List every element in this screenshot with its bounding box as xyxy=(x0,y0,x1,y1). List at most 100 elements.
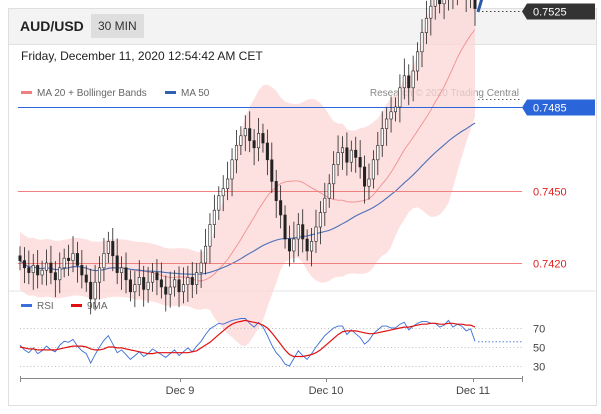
candle-body xyxy=(279,200,283,216)
candle-body xyxy=(199,262,203,273)
candle-body xyxy=(340,147,344,153)
candle-body xyxy=(301,224,305,240)
candle-body xyxy=(80,265,84,276)
ma9-swatch xyxy=(71,303,82,307)
candle-body xyxy=(62,257,66,269)
candle-body xyxy=(27,267,31,273)
candle-body xyxy=(332,164,336,185)
candle-body xyxy=(111,241,115,257)
candle-body xyxy=(208,224,212,247)
candle-body xyxy=(393,106,398,113)
candle-body xyxy=(128,279,132,293)
candle-body xyxy=(367,178,371,187)
candle-body xyxy=(195,272,199,285)
candle-body xyxy=(133,284,137,293)
candle-body xyxy=(248,128,252,141)
candle-body xyxy=(314,226,318,242)
candle-body xyxy=(234,145,238,161)
timeframe-badge[interactable]: 30 MIN xyxy=(91,14,144,38)
candle-body xyxy=(58,267,62,281)
candle-body xyxy=(354,149,358,158)
candle-body xyxy=(424,17,428,33)
candle-body xyxy=(411,70,415,89)
candle-body xyxy=(159,279,163,288)
candle-body xyxy=(89,281,93,300)
ma9-legend: 9MA xyxy=(71,301,108,312)
candle-body xyxy=(416,51,420,72)
candle-body xyxy=(40,269,44,276)
candle-body xyxy=(380,128,384,146)
candle-body xyxy=(168,286,172,295)
rsi-ma9-line xyxy=(19,319,476,358)
candle-body xyxy=(106,241,110,254)
candle-body xyxy=(115,255,119,273)
candle-body xyxy=(363,166,367,187)
ma50-legend-label: MA 50 xyxy=(181,88,210,99)
candle-body xyxy=(75,253,79,266)
candle-body xyxy=(142,277,146,290)
candle-body xyxy=(124,267,128,281)
candle-body xyxy=(243,128,247,137)
rsi-legend-label: RSI xyxy=(37,301,54,312)
candle-body xyxy=(18,255,22,261)
price-level-tag-3 xyxy=(522,99,595,116)
bollinger-legend-label: MA 20 + Bollinger Bands xyxy=(37,88,147,99)
rsi-tick-label: 50 xyxy=(533,343,545,355)
ma9-legend-label: 9MA xyxy=(87,301,108,312)
chart-timestamp: Friday, December 11, 2020 12:54:42 AM CE… xyxy=(21,49,263,63)
candle-body xyxy=(120,267,124,273)
bollinger-band xyxy=(20,0,475,347)
chart-header: AUD/USD 30 MIN xyxy=(9,9,596,45)
candle-body xyxy=(433,0,437,7)
price-level-label-5: 0.7420 xyxy=(533,259,567,271)
candle-body xyxy=(261,133,265,144)
candle-body xyxy=(310,241,314,252)
chart-panel: AUD/USD 30 MIN xyxy=(8,8,597,406)
candle-body xyxy=(265,142,269,161)
candle-body xyxy=(84,274,88,283)
candle-body xyxy=(155,272,159,281)
candle-body xyxy=(164,286,168,295)
candle-body xyxy=(102,253,106,269)
candle-body xyxy=(420,32,424,53)
candle-body xyxy=(97,267,102,283)
candle-body xyxy=(429,5,433,19)
bollinger-legend: MA 20 + Bollinger Bands xyxy=(21,88,147,99)
candle-body xyxy=(349,149,353,163)
time-axis-label: Dec 10 xyxy=(309,385,344,397)
candle-body xyxy=(287,238,291,252)
candle-body xyxy=(270,159,274,182)
candle-body xyxy=(345,147,349,163)
candle-body xyxy=(371,159,375,180)
candle-body xyxy=(323,197,327,213)
candle-body xyxy=(137,277,141,285)
projection-arrow-shaft xyxy=(476,0,484,13)
time-axis-label: Dec 11 xyxy=(456,385,490,397)
candle-body xyxy=(239,135,243,146)
ma50-legend: MA 50 xyxy=(165,88,209,99)
candle-body xyxy=(292,238,296,252)
candle-body xyxy=(230,159,234,180)
rsi-legend: RSI xyxy=(21,301,54,312)
rsi-swatch xyxy=(21,303,32,307)
candle-body xyxy=(358,157,362,168)
candle-body xyxy=(376,145,380,161)
candle-body xyxy=(283,214,287,240)
price-level-label-2: 0.7525 xyxy=(533,7,567,19)
candle-body xyxy=(318,212,322,228)
candle-body xyxy=(305,238,309,252)
candle-body xyxy=(22,260,26,269)
rsi-tick-label: 30 xyxy=(533,362,545,374)
candle-body xyxy=(385,118,389,129)
candle-body xyxy=(438,0,442,5)
candle-body xyxy=(173,279,177,288)
candle-body xyxy=(257,133,261,149)
candle-body xyxy=(36,265,40,276)
candle-body xyxy=(71,253,75,261)
candle-body xyxy=(296,224,300,240)
ma50-line xyxy=(19,122,476,275)
candle-body xyxy=(44,262,49,271)
candle-body xyxy=(252,140,256,149)
symbol-title: AUD/USD xyxy=(20,18,84,34)
